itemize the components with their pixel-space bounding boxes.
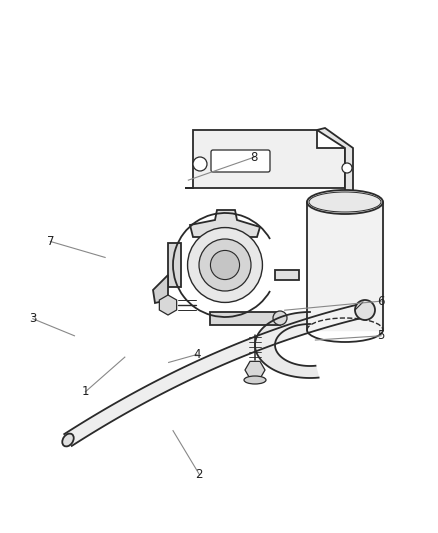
Circle shape [342, 163, 352, 173]
Circle shape [355, 300, 375, 320]
Polygon shape [245, 361, 265, 378]
Ellipse shape [62, 433, 74, 447]
Text: 6: 6 [377, 295, 385, 308]
Circle shape [193, 157, 207, 171]
Circle shape [187, 228, 262, 302]
Polygon shape [185, 130, 345, 188]
Text: 1: 1 [81, 385, 89, 398]
Polygon shape [159, 295, 177, 315]
Polygon shape [275, 270, 299, 280]
Polygon shape [168, 243, 181, 287]
FancyBboxPatch shape [211, 150, 270, 172]
Circle shape [199, 239, 251, 291]
Text: 3: 3 [29, 312, 36, 325]
Text: 7: 7 [46, 235, 54, 248]
Ellipse shape [307, 190, 383, 214]
Text: 4: 4 [193, 348, 201, 361]
Polygon shape [255, 312, 318, 378]
Text: 8: 8 [251, 151, 258, 164]
Polygon shape [210, 312, 280, 325]
Text: 5: 5 [378, 329, 385, 342]
Circle shape [210, 251, 240, 280]
Polygon shape [64, 303, 367, 446]
Polygon shape [190, 210, 260, 237]
Polygon shape [317, 128, 353, 218]
Circle shape [273, 311, 287, 325]
Text: 2: 2 [195, 468, 203, 481]
Polygon shape [153, 275, 168, 303]
Ellipse shape [244, 376, 266, 384]
